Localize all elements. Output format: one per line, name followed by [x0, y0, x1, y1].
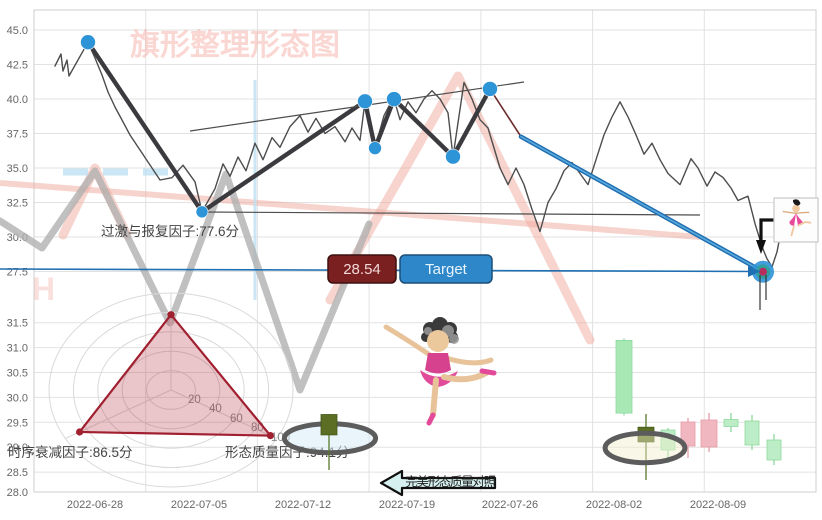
svg-text:2022-06-28: 2022-06-28: [67, 499, 123, 511]
svg-text:完美形态质量对照: 完美形态质量对照: [405, 474, 495, 489]
svg-text:时序衰减因子:86.5分: 时序衰减因子:86.5分: [8, 444, 133, 460]
svg-text:32.5: 32.5: [7, 198, 28, 210]
svg-text:2022-07-05: 2022-07-05: [171, 499, 227, 511]
svg-text:28.0: 28.0: [7, 487, 28, 499]
svg-text:29.5: 29.5: [7, 417, 28, 429]
svg-text:2022-07-26: 2022-07-26: [482, 499, 538, 511]
svg-text:H: H: [32, 271, 55, 307]
svg-text:2022-07-19: 2022-07-19: [379, 499, 435, 511]
svg-text:31.5: 31.5: [7, 318, 28, 330]
svg-text:28.54: 28.54: [343, 261, 381, 278]
svg-text:45.0: 45.0: [7, 25, 28, 37]
svg-text:28.5: 28.5: [7, 467, 28, 479]
svg-text:37.5: 37.5: [7, 129, 28, 141]
svg-text:2022-07-12: 2022-07-12: [275, 499, 331, 511]
svg-text:旗形整理形态图: 旗形整理形态图: [130, 29, 340, 62]
svg-text:31.0: 31.0: [7, 343, 28, 355]
svg-text:42.5: 42.5: [7, 60, 28, 72]
svg-text:40.0: 40.0: [7, 94, 28, 106]
svg-text:35.0: 35.0: [7, 163, 28, 175]
svg-text:2022-08-02: 2022-08-02: [586, 499, 642, 511]
svg-text:30.5: 30.5: [7, 368, 28, 380]
svg-text:Target: Target: [425, 261, 468, 278]
svg-text:过激与报复因子:77.6分: 过激与报复因子:77.6分: [101, 223, 239, 239]
svg-text:2022-08-09: 2022-08-09: [690, 499, 746, 511]
svg-text:30.0: 30.0: [7, 392, 28, 404]
